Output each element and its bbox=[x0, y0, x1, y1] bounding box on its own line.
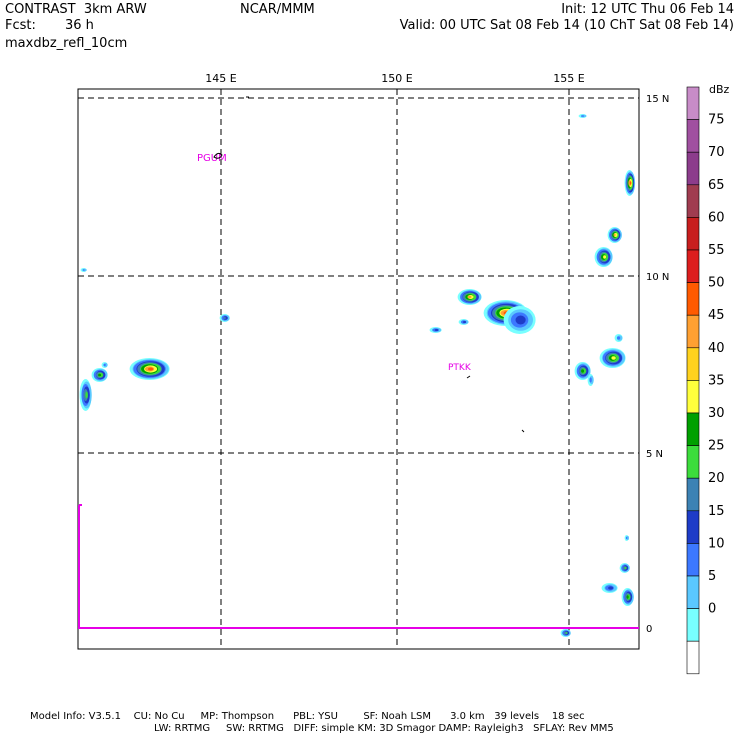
colorbar-tick-label: 60 bbox=[708, 210, 725, 225]
colorbar-swatch bbox=[686, 347, 700, 381]
colorbar-swatch bbox=[686, 510, 700, 544]
colorbar-tick-label: 25 bbox=[708, 439, 725, 454]
center-name: NCAR/MMM bbox=[240, 2, 315, 17]
colorbar-tick-label: 10 bbox=[708, 536, 725, 551]
colorbar-swatch bbox=[686, 184, 700, 218]
reflectivity-cell bbox=[625, 536, 628, 540]
forecast-label: Fcst: bbox=[5, 18, 36, 33]
colorbar-swatch bbox=[686, 543, 700, 577]
reflectivity-cell bbox=[624, 566, 627, 570]
colorbar-tick-label: 35 bbox=[708, 373, 725, 388]
reflectivity-cell bbox=[613, 233, 616, 237]
colorbar-tick-label: 15 bbox=[708, 504, 725, 519]
reflectivity-cell bbox=[589, 377, 592, 383]
colorbar-swatch bbox=[686, 119, 700, 153]
lat-label-10n: 10 N bbox=[646, 272, 669, 283]
colorbar-unit: dBz bbox=[709, 83, 730, 96]
colorbar-tick-label: 65 bbox=[708, 178, 725, 193]
colorbar-swatch bbox=[686, 608, 700, 642]
lat-lon-grid bbox=[78, 89, 639, 649]
reflectivity-cell bbox=[581, 115, 585, 117]
colorbar-tick-label: 30 bbox=[708, 406, 725, 421]
reflectivity-echoes bbox=[79, 114, 636, 637]
colorbar-tick-label: 40 bbox=[708, 341, 725, 356]
colorbar-swatch bbox=[686, 412, 700, 446]
lon-label-155e: 155 E bbox=[553, 72, 584, 85]
colorbar-swatch bbox=[686, 314, 700, 349]
colorbar-tick-label: 75 bbox=[708, 113, 725, 128]
reflectivity-cell bbox=[608, 586, 614, 590]
valid-time: Valid: 00 UTC Sat 08 Feb 14 (10 ChT Sat … bbox=[399, 18, 734, 33]
island-outlines bbox=[213, 96, 525, 433]
reflectivity-cell bbox=[147, 367, 154, 371]
colorbar-swatch bbox=[686, 151, 700, 186]
model-info-line1: Model Info: V3.5.1 CU: No Cu MP: Thompso… bbox=[30, 711, 585, 722]
reflectivity-cell bbox=[617, 336, 621, 340]
reflectivity-cell bbox=[85, 391, 88, 399]
domain-boundary bbox=[78, 504, 639, 629]
colorbar-swatch bbox=[686, 249, 700, 283]
lon-label-150e: 150 E bbox=[381, 72, 412, 85]
reflectivity-cell bbox=[434, 329, 439, 331]
forecast-hour: 36 h bbox=[65, 18, 94, 33]
lat-label-5n: 5 N bbox=[646, 449, 663, 460]
colorbar-swatch bbox=[686, 477, 700, 512]
reflectivity-cell bbox=[611, 356, 616, 360]
lon-label-145e: 145 E bbox=[205, 72, 236, 85]
reflectivity-cell bbox=[467, 295, 472, 299]
reflectivity-cell bbox=[103, 363, 106, 367]
colorbar-tick-label: 20 bbox=[708, 471, 725, 486]
colorbar-tick-label: 0 bbox=[708, 602, 716, 617]
colorbar-tick-label: 50 bbox=[708, 276, 725, 291]
model-info-line2: LW: RRTMG SW: RRTMG DIFF: simple KM: 3D … bbox=[154, 723, 614, 734]
colorbar-swatch bbox=[686, 380, 700, 414]
colorbar-tick-label: 55 bbox=[708, 243, 725, 258]
colorbar-swatch bbox=[686, 445, 700, 479]
colorbar-tick-label: 5 bbox=[708, 569, 716, 584]
colorbar-swatch bbox=[686, 86, 700, 120]
colorbar-swatch bbox=[686, 282, 700, 316]
colorbar-tick-label: 45 bbox=[708, 308, 725, 323]
reflectivity-cell bbox=[603, 255, 607, 259]
map-frame bbox=[77, 88, 640, 650]
station-label-ptkk: PTKK bbox=[448, 363, 472, 373]
lat-label-15n: 15 N bbox=[646, 94, 669, 105]
reflectivity-cell bbox=[565, 632, 568, 634]
colorbar-tick-label: 70 bbox=[708, 145, 725, 160]
product-title: CONTRAST 3km ARW bbox=[5, 2, 147, 17]
colorbar-swatch bbox=[686, 217, 700, 251]
init-time: Init: 12 UTC Thu 06 Feb 14 bbox=[561, 2, 734, 17]
lat-label-0: 0 bbox=[646, 624, 652, 635]
reflectivity-cell bbox=[82, 269, 85, 271]
reflectivity-cell bbox=[223, 317, 226, 319]
colorbar-swatch bbox=[686, 575, 700, 609]
reflectivity-cell bbox=[463, 321, 467, 323]
reflectivity-cell bbox=[629, 181, 632, 185]
variable-name: maxdbz_refl_10cm bbox=[5, 36, 128, 51]
colorbar-swatch bbox=[686, 640, 700, 675]
reflectivity-cell bbox=[581, 369, 585, 373]
reflectivity-cell bbox=[626, 595, 629, 599]
reflectivity-cell bbox=[98, 373, 102, 377]
reflectivity-cell bbox=[515, 315, 526, 325]
station-label-pgum: PGUM bbox=[197, 153, 227, 164]
